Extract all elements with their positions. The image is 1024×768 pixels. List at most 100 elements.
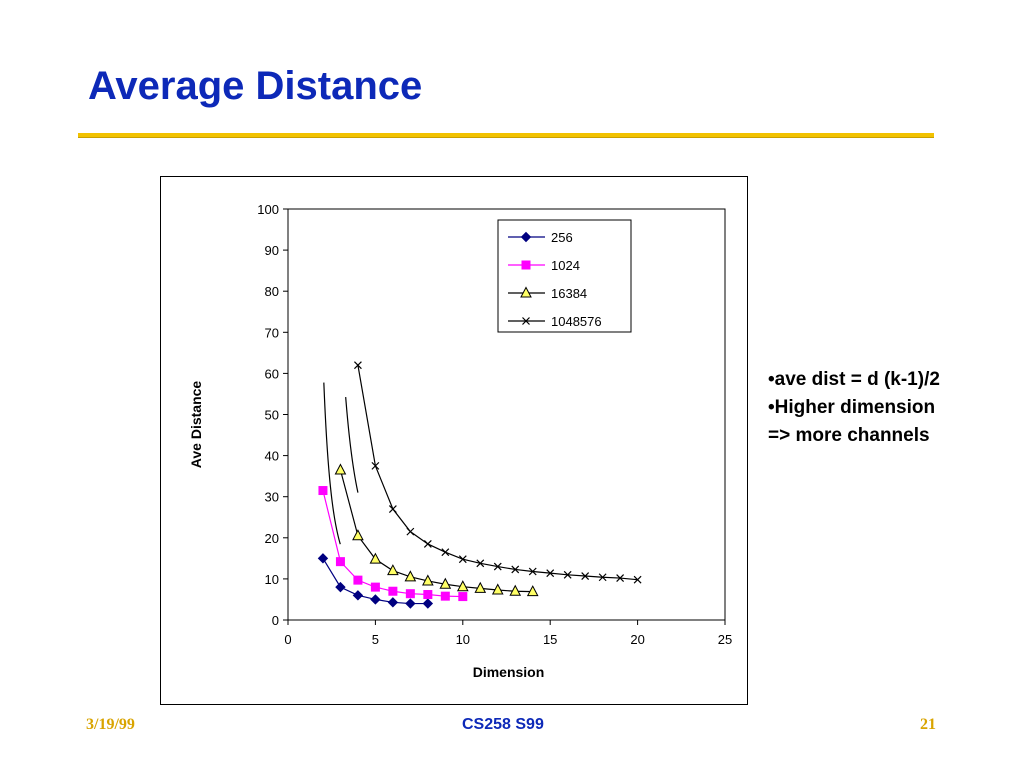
y-tick-label: 10: [265, 572, 279, 587]
data-point-256: [335, 581, 346, 593]
data-point-1024: [335, 557, 345, 567]
data-point-1048576: [581, 572, 590, 580]
data-point-1048576: [353, 361, 362, 370]
x-marker-stroke: [563, 570, 572, 579]
y-tick-label: 40: [265, 449, 279, 464]
y-tick-label: 100: [257, 202, 279, 217]
data-point-1048576: [546, 569, 555, 578]
data-point-1048576: [616, 574, 625, 583]
legend-label-1048576: 1048576: [551, 314, 602, 329]
data-point-16384: [509, 584, 522, 596]
data-point-1048576: [511, 565, 520, 574]
series-line-1024: [322, 490, 463, 598]
x-marker-stroke: [441, 548, 450, 557]
data-point-1048576: [406, 527, 415, 536]
x-marker-stroke: [458, 555, 467, 564]
legend-box: [497, 219, 632, 333]
data-point-1048576: [493, 562, 502, 571]
y-tick-label: 30: [265, 490, 279, 505]
legend-marker-16384: [520, 286, 532, 298]
legend-marker-1024: [521, 260, 531, 270]
y-tick-label: 80: [265, 284, 279, 299]
data-point-16384: [387, 564, 399, 576]
x-marker-stroke: [633, 575, 642, 584]
x-marker-stroke: [476, 559, 485, 568]
note-formula: •ave dist = d (k-1)/2: [768, 369, 940, 390]
legend-label-256: 256: [551, 230, 573, 245]
data-point-1024: [318, 486, 328, 496]
x-marker-stroke: [522, 317, 530, 325]
data-point-1048576: [458, 555, 467, 564]
slide-title: Average Distance: [88, 64, 423, 108]
x-marker-stroke: [598, 573, 607, 582]
x-axis-label: Dimension: [473, 664, 545, 680]
series-extension-16384: [323, 382, 341, 545]
data-point-16384: [474, 581, 487, 593]
x-marker-stroke: [493, 562, 502, 571]
data-point-16384: [526, 585, 539, 597]
footer-page-number: 21: [920, 716, 936, 733]
data-point-1024: [423, 590, 433, 600]
data-point-1048576: [371, 461, 380, 470]
data-point-16384: [369, 552, 382, 564]
y-tick-label: 20: [265, 531, 279, 546]
y-tick-label: 90: [265, 243, 279, 258]
x-marker-stroke: [546, 569, 555, 578]
x-tick-label: 10: [456, 632, 470, 647]
data-point-16384: [439, 577, 452, 589]
notes-list: •ave dist = d (k-1)/2 •Higher dimension …: [768, 366, 1008, 450]
data-point-256: [352, 590, 364, 601]
x-marker-stroke: [528, 567, 537, 576]
x-marker-stroke: [511, 565, 520, 574]
data-point-256: [317, 553, 329, 564]
y-tick-label: 70: [265, 325, 279, 340]
note-more-channels: => more channels: [768, 425, 930, 446]
legend-marker-1048576: [522, 317, 530, 325]
data-point-1048576: [388, 505, 397, 513]
data-point-256: [405, 598, 416, 609]
chart-svg: 0 10 20 30 40 50 60 70 80 90 100 0 5 10 15 20 25 Dimensio…: [188, 202, 732, 680]
legend-label-16384: 16384: [551, 286, 587, 301]
data-point-1024: [388, 586, 398, 596]
legend-marker-256: [520, 231, 532, 243]
title-rule: [78, 133, 934, 138]
series-line-1048576: [357, 365, 638, 581]
x-tick-label: 0: [284, 632, 291, 647]
footer-course: CS258 S99: [462, 716, 544, 733]
x-tick-label: 25: [718, 632, 732, 647]
data-point-16384: [456, 580, 469, 592]
y-tick-label: 50: [265, 408, 279, 423]
data-point-16384: [404, 570, 417, 582]
data-point-1048576: [528, 567, 537, 576]
data-point-1048576: [633, 575, 642, 584]
data-point-1048576: [441, 548, 450, 557]
data-point-256: [370, 594, 381, 605]
x-tick-label: 5: [372, 632, 379, 647]
series-extension-1048576: [345, 397, 359, 493]
data-point-1048576: [563, 570, 572, 579]
data-point-1024: [370, 582, 380, 592]
x-tick-label: 15: [543, 632, 557, 647]
data-point-1024: [405, 589, 415, 599]
data-point-1048576: [476, 559, 485, 568]
data-point-16384: [491, 583, 504, 595]
data-point-1024: [458, 592, 468, 602]
note-higher-dimension: •Higher dimension: [768, 397, 936, 418]
legend-label-1024: 1024: [551, 258, 580, 273]
y-axis-label: Ave Distance: [188, 381, 204, 469]
x-tick-label: 20: [630, 632, 644, 647]
x-marker-stroke: [581, 572, 590, 580]
data-point-256: [422, 598, 434, 609]
data-point-1024: [353, 575, 363, 585]
y-tick-label: 60: [265, 366, 279, 381]
data-point-16384: [422, 574, 434, 586]
x-marker-stroke: [423, 540, 432, 548]
series-line-16384: [339, 469, 533, 593]
data-point-1048576: [423, 540, 432, 548]
data-point-1048576: [598, 573, 607, 582]
data-point-16384: [334, 463, 347, 475]
chart-frame: 0 10 20 30 40 50 60 70 80 90 100 0 5 10 15 20 25 Dimensio…: [160, 176, 748, 705]
data-point-256: [387, 597, 399, 608]
x-marker-stroke: [406, 527, 415, 536]
x-marker-stroke: [616, 574, 625, 583]
